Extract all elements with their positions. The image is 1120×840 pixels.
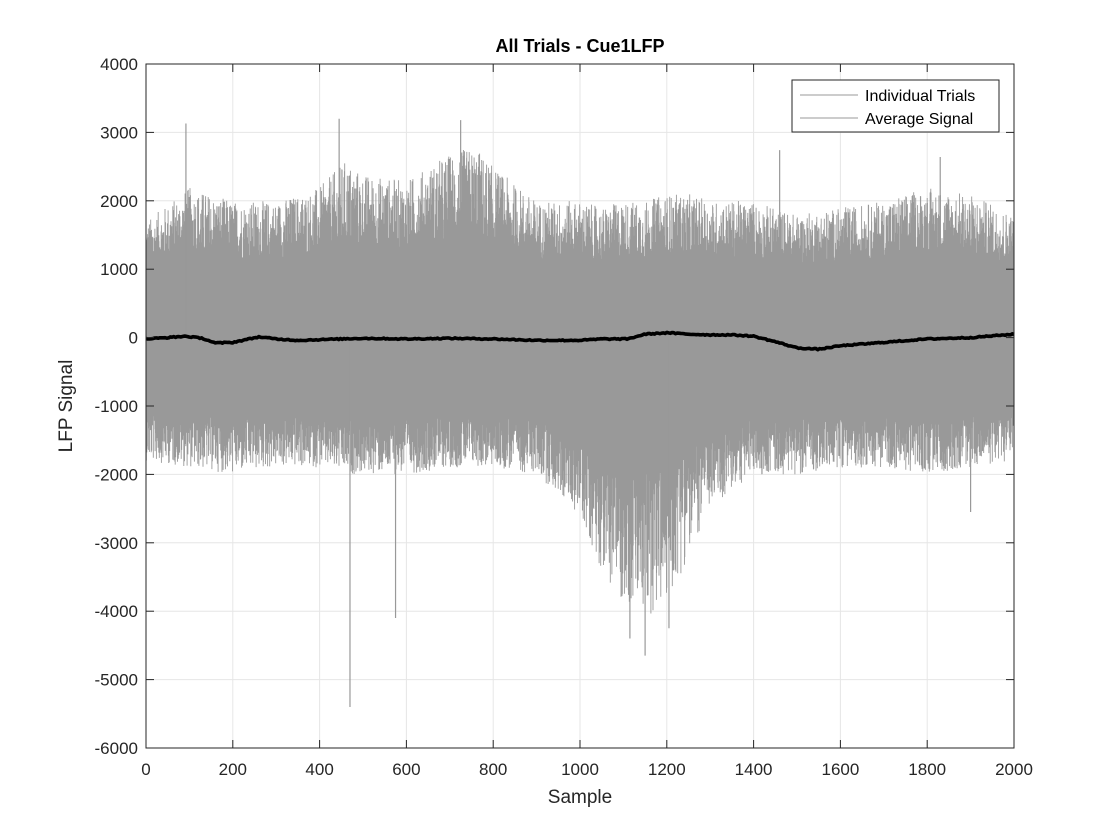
- y-tick-label: -5000: [95, 671, 138, 690]
- y-tick-label: -1000: [95, 397, 138, 416]
- x-axis-label: Sample: [548, 787, 612, 808]
- x-tick-label: 0: [141, 760, 150, 779]
- legend-label-individual-trials: Individual Trials: [865, 88, 975, 105]
- chart-title: All Trials - Cue1LFP: [495, 36, 664, 56]
- x-tick-label: 1600: [821, 760, 859, 779]
- y-tick-label: 2000: [100, 192, 138, 211]
- y-axis-label: LFP Signal: [56, 360, 77, 453]
- y-tick-label: 1000: [100, 260, 138, 279]
- y-tick-label: -3000: [95, 534, 138, 553]
- legend-label-average-signal: Average Signal: [865, 111, 973, 128]
- y-tick-label: -4000: [95, 602, 138, 621]
- x-tick-label: 800: [479, 760, 507, 779]
- y-tick-label: -6000: [95, 739, 138, 758]
- x-tick-label: 200: [219, 760, 247, 779]
- legend: Individual Trials Average Signal: [791, 79, 1000, 133]
- y-tick-label: -2000: [95, 465, 138, 484]
- average-signal-series: [145, 330, 1015, 352]
- x-tick-label: 1000: [561, 760, 599, 779]
- y-tick-label: 4000: [100, 55, 138, 74]
- x-tick-label: 600: [392, 760, 420, 779]
- y-axis-ticks: -6000 -5000 -4000 -3000 -2000 -1000 0 1000 2000 3…: [95, 55, 1014, 758]
- x-tick-label: 1200: [648, 760, 686, 779]
- x-tick-label: 400: [305, 760, 333, 779]
- legend-box: [791, 79, 1000, 133]
- x-tick-label: 1800: [908, 760, 946, 779]
- x-tick-label: 2000: [995, 760, 1033, 779]
- average-signal-line: [145, 330, 1015, 352]
- y-tick-label: 3000: [100, 123, 138, 142]
- x-axis-ticks: 0 200 400 600 800 1000 1200 1400 1600 1800 2000: [141, 64, 1033, 779]
- x-tick-label: 1400: [735, 760, 773, 779]
- y-tick-label: 0: [129, 329, 138, 348]
